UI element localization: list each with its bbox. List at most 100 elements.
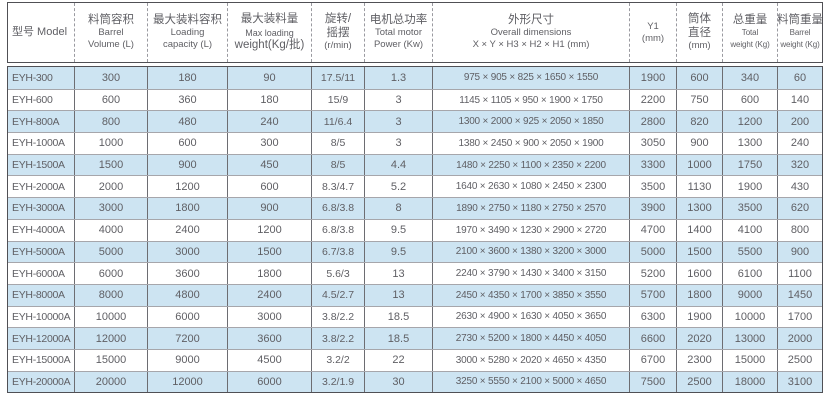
cell-cylinder-diameter: 1800 — [676, 284, 722, 306]
col-header-line: capacity (L) — [162, 39, 213, 51]
cell-total-weight: 1900 — [722, 176, 777, 198]
cell-barrel-weight: 2500 — [777, 349, 822, 371]
cell-barrel-volume: 600 — [74, 89, 147, 111]
col-header-line: Total — [741, 28, 759, 38]
cell-barrel-volume: 800 — [74, 111, 147, 133]
cell-cylinder-diameter: 1600 — [676, 263, 722, 284]
col-header-line: weight(Kg/批) — [234, 38, 305, 51]
cell-barrel-volume: 12000 — [74, 328, 147, 349]
cell-rotation-speed: 6.8/3.8 — [311, 198, 364, 219]
cell-rotation-speed: 17.5/11 — [311, 67, 364, 89]
col-header-line: Loading — [170, 27, 205, 39]
cell-total-motor-power: 4.4 — [364, 154, 432, 176]
cell-max-loading-weight: 300 — [227, 133, 311, 154]
col-header-barrel-weight: 料筒重量 Barrel weight (Kg) — [777, 3, 822, 62]
cell-max-loading-weight: 600 — [227, 176, 311, 198]
cell-model: EYH-2000A — [12, 180, 65, 193]
cell-total-weight: 1300 — [722, 133, 777, 154]
cell-cylinder-diameter: 1130 — [676, 176, 722, 198]
col-header-line: 总重量 — [732, 13, 768, 26]
cell-loading-capacity: 7200 — [147, 328, 227, 349]
cell-loading-capacity: 1800 — [147, 198, 227, 219]
col-header-line: 旋转/ — [324, 13, 352, 25]
cell-model: EYH-15000A — [12, 354, 71, 367]
col-header-line: 外形尺寸 — [508, 13, 554, 26]
cell-rotation-speed: 3.8/2.2 — [311, 306, 364, 328]
cell-total-weight: 9000 — [722, 284, 777, 306]
cell-barrel-volume: 10000 — [74, 306, 147, 328]
cell-overall-dimensions: 3250 × 5550 × 2100 × 5000 × 4650 — [432, 371, 629, 393]
col-header-model: 型号 Model — [8, 3, 74, 62]
col-header-line: 最大装料容积 — [153, 13, 222, 26]
cell-barrel-volume: 1000 — [74, 133, 147, 154]
table-row-EYH-800A: EYH-800A 800 480 240 11/6.4 3 1300 × 2000 × 92… — [8, 110, 822, 133]
cell-overall-dimensions: 975 × 905 × 825 × 1650 × 1550 — [432, 67, 629, 89]
cell-rotation-speed: 6.7/3.8 — [311, 241, 364, 263]
cell-barrel-weight: 320 — [777, 154, 822, 176]
cell-total-motor-power: 9.5 — [364, 241, 432, 263]
col-header-cylinder-diameter: 筒体 直径 (mm) — [676, 3, 722, 62]
col-header-line: Barrel — [789, 28, 811, 38]
cell-rotation-speed: 6.8/3.8 — [311, 219, 364, 241]
cell-rotation-speed: 15/9 — [311, 89, 364, 111]
cell-y1: 6300 — [629, 306, 676, 328]
cell-overall-dimensions: 1890 × 2750 × 1180 × 2750 × 2570 — [432, 198, 629, 219]
cell-rotation-speed: 4.5/2.7 — [311, 284, 364, 306]
col-header-barrel-volume: 料筒容积 Barrel Volume (L) — [74, 3, 147, 62]
cell-model: EYH-600 — [12, 94, 53, 107]
table-row-EYH-3000A: EYH-3000A 3000 1800 900 6.8/3.8 8 1890 × 2750 … — [8, 197, 822, 219]
cell-model: EYH-6000A — [12, 267, 65, 280]
cell-barrel-volume: 5000 — [74, 241, 147, 263]
cell-cylinder-diameter: 1500 — [676, 241, 722, 263]
cell-cylinder-diameter: 1000 — [676, 154, 722, 176]
col-header-line: 最大装料量 — [240, 13, 299, 25]
col-header-y1: Y1 (mm) — [629, 3, 676, 62]
table-row-EYH-5000A: EYH-5000A 5000 3000 1500 6.7/3.8 9.5 2100 × 36… — [8, 240, 822, 263]
cell-total-motor-power: 3 — [364, 133, 432, 154]
cell-overall-dimensions: 2630 × 4900 × 1630 × 4050 × 3650 — [432, 306, 629, 328]
col-header-rotation-speed: 旋转/摇摆 (r/min) — [311, 3, 364, 62]
cell-loading-capacity: 9000 — [147, 349, 227, 371]
cell-overall-dimensions: 3000 × 5280 × 2020 × 4650 × 4350 — [432, 349, 629, 371]
cell-model: EYH-800A — [12, 115, 60, 128]
col-header-line: weight (Kg) — [780, 40, 820, 50]
cell-total-motor-power: 18.5 — [364, 306, 432, 328]
cell-overall-dimensions: 2450 × 4350 × 1700 × 3850 × 3550 — [432, 284, 629, 306]
cell-total-motor-power: 3 — [364, 111, 432, 133]
cell-total-motor-power: 5.2 — [364, 176, 432, 198]
cell-total-motor-power: 13 — [364, 284, 432, 306]
cell-overall-dimensions: 1300 × 2000 × 925 × 2050 × 1850 — [432, 111, 629, 133]
table-row-EYH-8000A: EYH-8000A 8000 4800 2400 4.5/2.7 13 2450 × 435… — [8, 283, 822, 306]
cell-barrel-volume: 1500 — [74, 154, 147, 176]
cell-cylinder-diameter: 1400 — [676, 219, 722, 241]
col-header-line: 料筒容积 — [88, 13, 134, 26]
cell-loading-capacity: 3600 — [147, 263, 227, 284]
cell-y1: 7500 — [629, 371, 676, 393]
table-row-EYH-2000A: EYH-2000A 2000 1200 600 8.3/4.7 5.2 1640 × 263… — [8, 175, 822, 198]
cell-rotation-speed: 11/6.4 — [311, 111, 364, 133]
cell-total-weight: 18000 — [722, 371, 777, 393]
col-header-overall-dimensions: 外形尺寸 Overall dimensions X × Y × H3 × H2 × … — [432, 3, 629, 62]
cell-total-weight: 6100 — [722, 263, 777, 284]
cell-total-weight: 600 — [722, 89, 777, 111]
cell-loading-capacity: 480 — [147, 111, 227, 133]
cell-max-loading-weight: 180 — [227, 89, 311, 111]
cell-total-motor-power: 1.3 — [364, 67, 432, 89]
cell-model: EYH-3000A — [12, 202, 65, 215]
cell-overall-dimensions: 1480 × 2250 × 1100 × 2350 × 2200 — [432, 154, 629, 176]
cell-barrel-volume: 20000 — [74, 371, 147, 393]
col-header-line: Overall dimensions — [490, 27, 572, 39]
cell-y1: 3900 — [629, 198, 676, 219]
col-header-line: Max loading — [245, 27, 294, 38]
cell-max-loading-weight: 240 — [227, 111, 311, 133]
col-header-line: 筒体 — [688, 13, 711, 25]
cell-barrel-volume: 6000 — [74, 263, 147, 284]
cell-model: EYH-8000A — [12, 289, 65, 302]
cell-cylinder-diameter: 750 — [676, 89, 722, 111]
table-row-EYH-15000A: EYH-15000A 15000 9000 4500 3.2/2 22 3000 × 528… — [8, 348, 822, 371]
col-header-line: 电机总功率 — [369, 13, 428, 26]
cell-max-loading-weight: 1500 — [227, 241, 311, 263]
col-header-line: 直径 — [688, 26, 711, 39]
cell-y1: 2800 — [629, 111, 676, 133]
cell-overall-dimensions: 2240 × 3790 × 1430 × 3400 × 3150 — [432, 263, 629, 284]
